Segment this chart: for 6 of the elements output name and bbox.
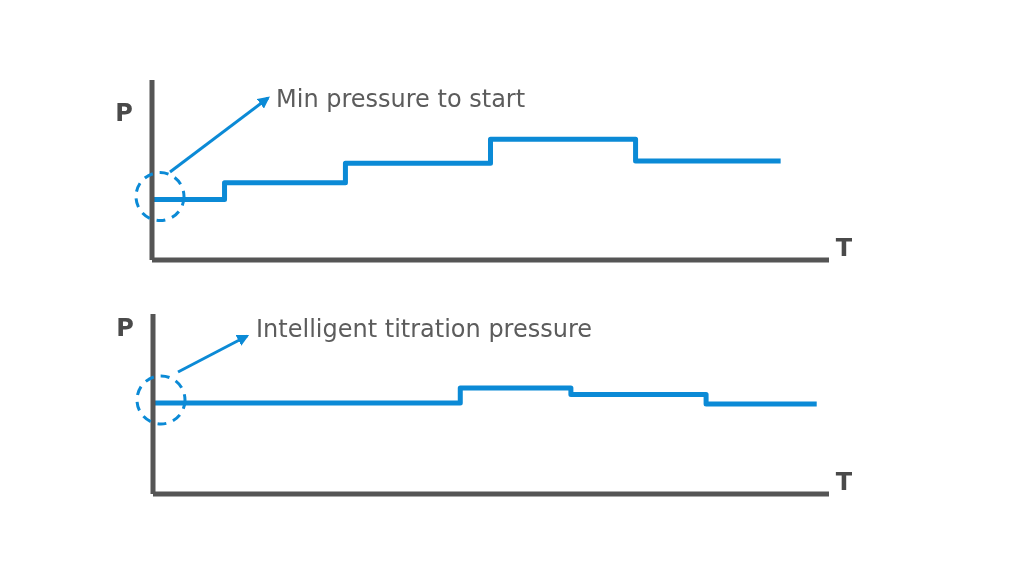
x-axis-title: T bbox=[835, 234, 853, 262]
y-axis-title: P bbox=[115, 99, 133, 127]
text: Intelligent titration pressure bbox=[256, 315, 593, 343]
text: Min pressure to start bbox=[276, 85, 526, 113]
x-axis-title: T bbox=[835, 468, 853, 496]
y-axis-title: P bbox=[116, 314, 134, 342]
